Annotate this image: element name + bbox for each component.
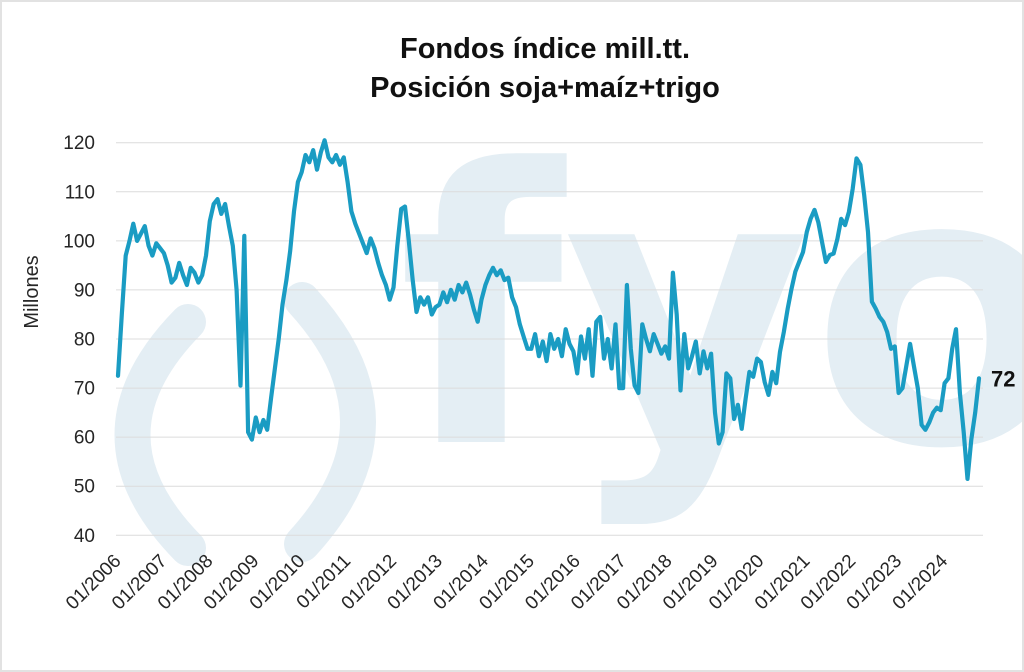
- y-tick-label: 90: [74, 280, 95, 301]
- fyo-watermark: fyo: [114, 89, 1022, 566]
- y-tick-label: 60: [74, 428, 95, 449]
- y-tick-label: 120: [63, 133, 95, 154]
- watermark-fyo-text: fyo: [398, 89, 1022, 532]
- chart-title-line1: Fondos índice mill.tt.: [400, 33, 690, 65]
- last-value-label: 72: [991, 366, 1015, 391]
- y-tick-label: 80: [74, 330, 95, 351]
- data-series-line: [115, 138, 982, 481]
- y-tick-label: 70: [74, 379, 95, 400]
- y-tick-label: 40: [74, 526, 95, 547]
- chart-title-line2: Posición soja+maíz+trigo: [370, 72, 720, 104]
- y-axis-title: Millones: [21, 255, 43, 328]
- chart-title-block: Fondos índice mill.tt. Posición soja+maí…: [114, 30, 976, 108]
- gridlines: [116, 142, 983, 536]
- watermark-left-paren-icon: [114, 304, 206, 566]
- watermark-right-paren-icon: [284, 282, 376, 562]
- y-tick-label: 110: [65, 182, 95, 203]
- x-axis-tick-labels: 01/200601/200701/200801/200901/201001/20…: [62, 550, 952, 614]
- y-axis-tick-labels: 40 50 60 70 80 90 100 110 120: [63, 133, 95, 547]
- y-tick-label: 50: [74, 477, 95, 498]
- y-tick-label: 100: [63, 231, 95, 252]
